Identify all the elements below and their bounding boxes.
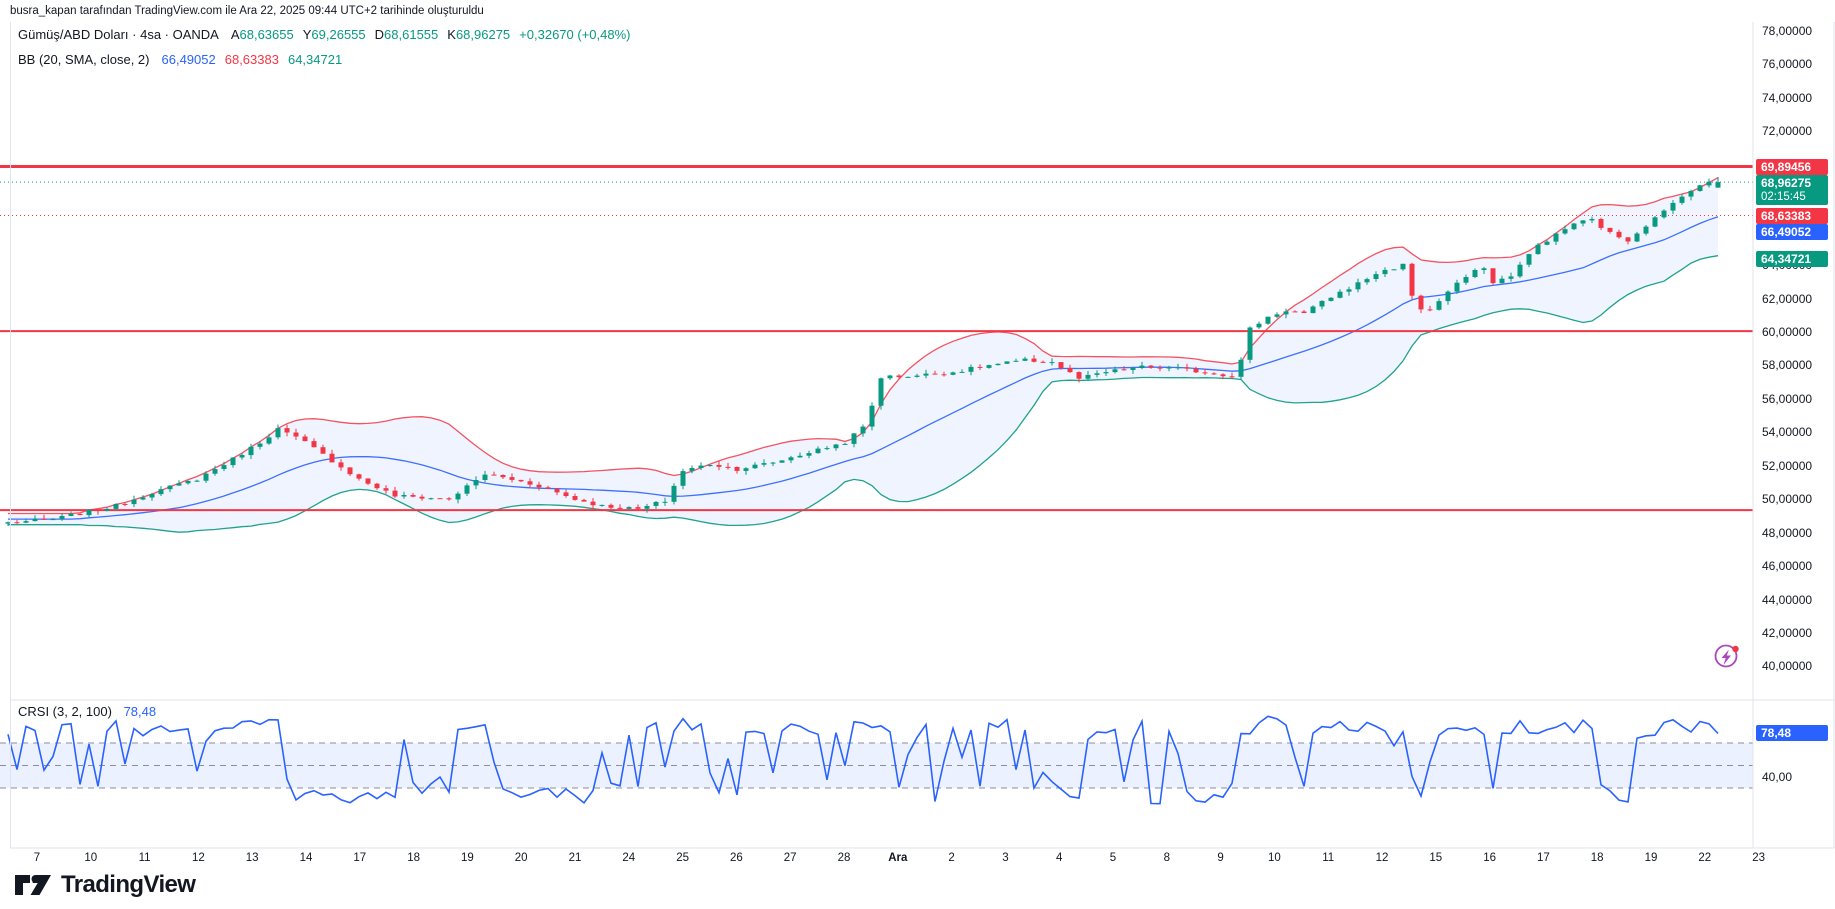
price-badge-66,49052: 66,49052 — [1756, 223, 1828, 240]
attribution-text: busra_kapan tarafından TradingView.com i… — [10, 5, 484, 17]
bb-value-2: 64,34721 — [287, 52, 343, 67]
price-tick-58: 58,00000 — [1762, 358, 1813, 373]
ohlc-field-Y: Y69,26555 — [302, 27, 366, 42]
symbol-legend-row[interactable]: Gümüş/ABD Doları · 4sa · OANDA A68,63655… — [18, 22, 630, 47]
tradingview-logo[interactable]: TradingView — [14, 871, 196, 899]
price-tick-50: 50,00000 — [1762, 492, 1813, 507]
bb-value-0: 66,49052 — [161, 52, 216, 67]
price-tick-52: 52,00000 — [1762, 458, 1813, 473]
price-badge-64,34721: 64,34721 — [1756, 251, 1828, 268]
time-label-17-6: 17 — [353, 852, 367, 864]
time-label-18-29: 18 — [1590, 852, 1604, 864]
price-tick-62: 62,00000 — [1762, 291, 1813, 306]
price-tick-46: 46,00000 — [1762, 559, 1813, 573]
time-label-12-3: 12 — [191, 852, 205, 864]
time-label-2-17: 2 — [948, 852, 955, 864]
price-badge-68,96275: 68,96275 02:15:45 — [1756, 175, 1828, 205]
time-label-27-14: 27 — [783, 852, 797, 864]
chart-legend: Gümüş/ABD Doları · 4sa · OANDA A68,63655… — [18, 22, 630, 72]
time-label-14-5: 14 — [299, 852, 313, 864]
crsi-indicator-label[interactable]: CRSI (3, 2, 100) — [18, 704, 112, 719]
price-tick-44: 44,00000 — [1762, 592, 1813, 607]
bb-indicator-label[interactable]: BB (20, SMA, close, 2) — [18, 52, 150, 67]
symbol-title[interactable]: Gümüş/ABD Doları · 4sa · OANDA — [18, 27, 219, 42]
time-label-9-22: 9 — [1217, 852, 1224, 864]
time-label-15-26: 15 — [1429, 852, 1443, 864]
bb-values: 66,49052 68,63383 64,34721 — [162, 52, 352, 67]
time-label-Ara-16: Ara — [888, 852, 908, 864]
time-label-3-18: 3 — [1002, 852, 1009, 864]
time-label-8-21: 8 — [1163, 852, 1170, 864]
price-tick-54: 54,00000 — [1762, 425, 1813, 440]
time-label-7-0: 7 — [33, 852, 41, 864]
time-label-20-9: 20 — [514, 852, 528, 864]
price-tick-76: 76,00000 — [1762, 57, 1813, 72]
price-change: +0,32670 (+0,48%) — [519, 27, 631, 42]
time-label-13-4: 13 — [245, 852, 259, 864]
crsi-tick-40: 40,00 — [1762, 769, 1793, 784]
time-label-19-30: 19 — [1644, 852, 1658, 864]
time-label-17-28: 17 — [1536, 852, 1550, 864]
price-tick-72: 72,00000 — [1762, 124, 1813, 139]
time-label-11-2: 11 — [138, 852, 151, 864]
bb-value-1: 68,63383 — [224, 52, 279, 67]
time-label-10-1: 10 — [84, 852, 98, 864]
time-label-24-11: 24 — [622, 852, 636, 864]
time-label-28-15: 28 — [837, 852, 851, 864]
time-label-25-12: 25 — [676, 852, 689, 864]
time-label-5-20: 5 — [1109, 852, 1117, 864]
time-label-19-8: 19 — [460, 852, 474, 864]
bar-countdown: 02:15:45 — [1761, 191, 1806, 203]
tradingview-logo-mark — [15, 875, 51, 895]
time-label-22-31: 22 — [1698, 852, 1712, 864]
price-tick-60: 60,00000 — [1762, 325, 1813, 339]
ohlc-values: A68,63655 Y69,26555 D68,61555 K68,96275 — [231, 27, 519, 42]
crsi-legend-row[interactable]: CRSI (3, 2, 100) 78,48 — [18, 704, 156, 719]
time-label-11-24: 11 — [1322, 852, 1335, 864]
price-tick-42: 42,00000 — [1762, 625, 1813, 640]
time-label-18-7: 18 — [407, 852, 420, 864]
time-label-23-32: 23 — [1752, 852, 1765, 864]
price-tick-56: 56,00000 — [1762, 391, 1813, 406]
crsi-badge: 78,48 — [1756, 725, 1828, 742]
time-label-10-23: 10 — [1267, 852, 1281, 864]
tradingview-logo-text: TradingView — [61, 871, 196, 898]
time-label-26-13: 26 — [729, 852, 743, 864]
price-badge-69,89456: 69,89456 — [1756, 158, 1828, 175]
bb-legend-row[interactable]: BB (20, SMA, close, 2) 66,49052 68,63383 6… — [18, 47, 630, 72]
ohlc-field-D: D68,61555 — [374, 27, 439, 42]
price-tick-40: 40,00000 — [1762, 659, 1813, 674]
time-label-16-27: 16 — [1483, 852, 1496, 864]
crsi-value: 78,48 — [123, 704, 157, 719]
price-badge-68,63383: 68,63383 — [1756, 207, 1828, 224]
ohlc-field-A: A68,63655 — [230, 27, 294, 42]
price-tick-48: 48,00000 — [1762, 525, 1813, 540]
time-label-21-10: 21 — [568, 852, 582, 864]
ohlc-field-K: K68,96275 — [447, 27, 511, 42]
price-tick-74: 74,00000 — [1762, 90, 1813, 105]
price-tick-78: 78,00000 — [1762, 24, 1813, 38]
time-label-12-25: 12 — [1375, 852, 1389, 864]
time-label-4-19: 4 — [1055, 852, 1063, 864]
lightning-icon[interactable] — [1712, 640, 1742, 670]
